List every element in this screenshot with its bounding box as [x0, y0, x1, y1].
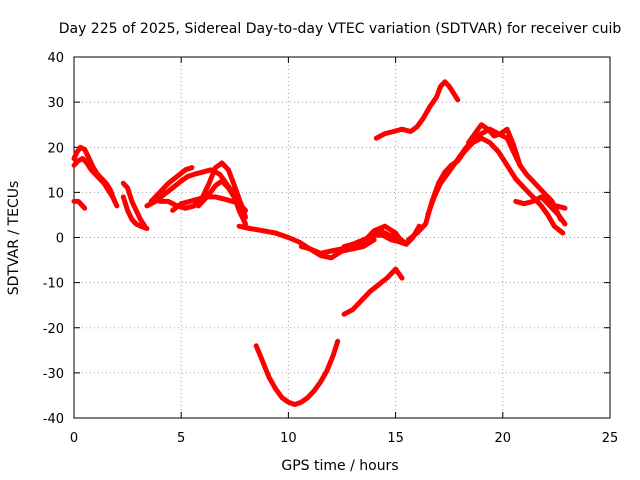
axis-ticks [73, 56, 611, 419]
data-series [71, 79, 568, 407]
x-axis-label: GPS time / hours [281, 458, 398, 474]
chart-title: Day 225 of 2025, Sidereal Day-to-day VTE… [59, 21, 622, 37]
y-tick-label: 40 [47, 51, 64, 66]
y-tick-label: -40 [43, 412, 64, 427]
x-tick-label: 0 [70, 431, 78, 446]
grid-lines [74, 57, 610, 418]
series-line-arc-15 [253, 338, 341, 407]
series-line-arc-10 [195, 178, 248, 213]
x-tick-label: 10 [280, 431, 297, 446]
y-tick-label: -20 [43, 322, 64, 337]
series-line-arc-4 [120, 180, 148, 229]
series-line-arc-21 [513, 194, 568, 227]
y-axis-label: SDTVAR / TECUs [6, 181, 22, 296]
series-line-arc-22 [553, 203, 568, 211]
y-tick-label: -30 [43, 367, 64, 382]
series-line-arc-7 [148, 165, 195, 204]
x-tick-label: 20 [495, 431, 512, 446]
y-tick-labels: -40 -30 -20 -10 0 10 20 30 40 [43, 51, 64, 427]
series-line-arc-2 [71, 156, 120, 209]
y-tick-label: 0 [56, 232, 64, 247]
y-tick-label: 10 [47, 186, 64, 201]
x-tick-label: 25 [602, 431, 619, 446]
x-tick-label: 5 [177, 431, 185, 446]
y-tick-label: 20 [47, 141, 64, 156]
x-tick-labels: 0 5 10 15 20 25 [70, 431, 618, 446]
x-tick-label: 15 [387, 431, 404, 446]
series-line-arc-16 [341, 266, 405, 317]
series-line-arc-3 [71, 198, 88, 211]
series-line-arc-20 [466, 122, 523, 168]
y-tick-label: -10 [43, 277, 64, 292]
y-tick-label: 30 [47, 96, 64, 111]
series-line-arc-5 [120, 194, 150, 231]
series-line-arc-17 [373, 79, 461, 141]
